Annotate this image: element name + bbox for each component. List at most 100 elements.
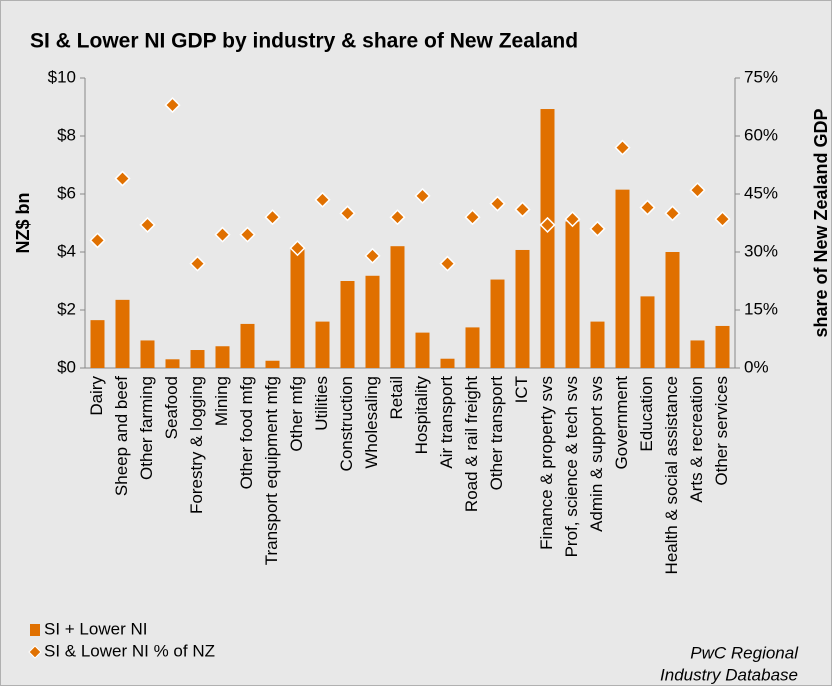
y2-tick-label: 15% (744, 299, 778, 318)
bar (590, 321, 605, 368)
y2-tick-label: 60% (744, 125, 778, 144)
bar (190, 350, 205, 368)
diamond-marker (339, 205, 356, 222)
y-tick-label: $4 (57, 241, 76, 260)
bar (215, 346, 230, 368)
bar (465, 327, 480, 368)
legend-swatch (30, 624, 40, 636)
x-tick-label: Retail (387, 376, 406, 419)
x-tick-label: Wholesaling (362, 376, 381, 469)
diamond-marker (689, 182, 706, 199)
bar (165, 359, 180, 368)
diamond-marker (189, 255, 206, 272)
x-tick-label: Education (637, 376, 656, 452)
diamond-marker (414, 187, 431, 204)
x-tick-label: Arts & recreation (687, 376, 706, 503)
bar (90, 320, 105, 368)
diamond-marker (314, 191, 331, 208)
x-tick-label: Finance & property svs (537, 376, 556, 550)
x-tick-label: Other farming (137, 376, 156, 480)
bar (390, 246, 405, 368)
bar (415, 332, 430, 368)
y2-axis-label: share of New Zealand GDP (811, 108, 831, 337)
x-tick-label: Other services (712, 376, 731, 486)
y2-tick-label: 75% (744, 67, 778, 86)
legend-swatch (28, 645, 42, 659)
x-tick-label: Prof, science & tech svs (562, 376, 581, 557)
bar (365, 275, 380, 368)
y-tick-label: $6 (57, 183, 76, 202)
diamond-marker (589, 220, 606, 237)
x-tick-label: Transport equipment mfg (262, 376, 281, 565)
chart-title: SI & Lower NI GDP by industry & share of… (30, 30, 578, 53)
y-axis-label: NZ$ bn (13, 193, 33, 254)
x-tick-label: Forestry & logging (187, 376, 206, 514)
bar (615, 189, 630, 368)
x-tick-label: Air transport (437, 376, 456, 469)
diamond-marker (264, 209, 281, 226)
diamond-marker (364, 247, 381, 264)
diamond-marker (664, 205, 681, 222)
diamond-marker (514, 201, 531, 218)
bar (115, 299, 130, 368)
bar (140, 340, 155, 368)
bar (665, 252, 680, 368)
x-tick-label: Other mfg (287, 376, 306, 452)
y2-tick-label: 45% (744, 183, 778, 202)
x-tick-label: Seafood (162, 376, 181, 439)
x-tick-label: Other food mfg (237, 376, 256, 489)
diamond-marker (639, 199, 656, 216)
x-tick-label: Sheep and beef (112, 376, 131, 496)
x-tick-label: Utilities (312, 376, 331, 431)
y-tick-label: $0 (57, 357, 76, 376)
diamond-marker (464, 209, 481, 226)
diamond-marker (164, 97, 181, 114)
x-tick-label: Health & social assistance (662, 376, 681, 574)
y-tick-label: $10 (48, 67, 76, 86)
bar (490, 279, 505, 368)
x-tick-label: Other transport (487, 376, 506, 491)
bar (440, 358, 455, 368)
bar (715, 325, 730, 368)
diamond-marker (89, 232, 106, 249)
bar (315, 321, 330, 368)
y-tick-label: $8 (57, 125, 76, 144)
diamond-marker (389, 209, 406, 226)
bar (640, 296, 655, 368)
x-tick-label: Hospitality (412, 376, 431, 455)
diamond-marker (239, 226, 256, 243)
source-note: Industry Database (660, 665, 798, 684)
diamond-marker (139, 216, 156, 233)
bar (690, 340, 705, 368)
x-tick-label: ICT (512, 376, 531, 403)
source-note: PwC Regional (690, 643, 799, 662)
legend-label: SI + Lower NI (44, 619, 147, 638)
y2-tick-label: 30% (744, 241, 778, 260)
bar (540, 109, 555, 368)
diamond-marker (214, 226, 231, 243)
diamond-marker (439, 255, 456, 272)
x-tick-label: Government (612, 376, 631, 470)
bar (340, 281, 355, 368)
bar (240, 323, 255, 368)
y-tick-label: $2 (57, 299, 76, 318)
diamond-marker (539, 216, 556, 233)
x-tick-label: Dairy (87, 376, 106, 416)
diamond-marker (614, 139, 631, 156)
bar (290, 249, 305, 368)
bar (265, 360, 280, 368)
diamond-marker (489, 195, 506, 212)
x-tick-label: Mining (212, 376, 231, 426)
diamond-marker (714, 211, 731, 228)
x-tick-label: Road & rail freight (462, 376, 481, 512)
x-tick-label: Admin & support svs (587, 376, 606, 532)
bar (565, 221, 580, 368)
legend-label: SI & Lower NI % of NZ (44, 641, 215, 660)
diamond-marker (114, 170, 131, 187)
y2-tick-label: 0% (744, 357, 769, 376)
x-tick-label: Construction (337, 376, 356, 471)
diamond-marker (564, 211, 581, 228)
bar (515, 249, 530, 368)
